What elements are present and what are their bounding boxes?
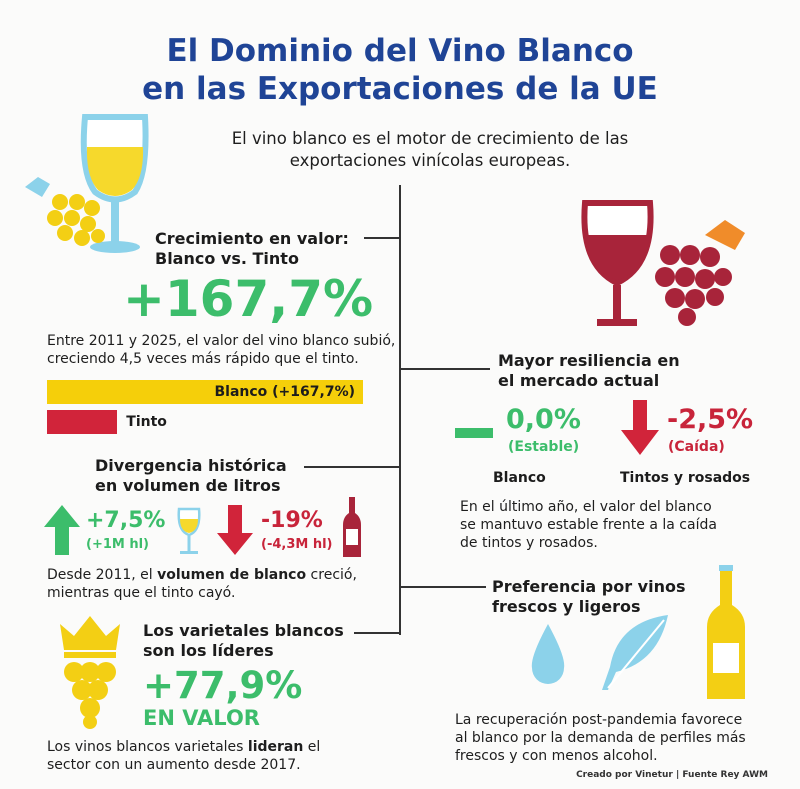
grapes-icon	[47, 194, 105, 246]
volume-red-value: -19%	[261, 508, 323, 533]
white-wine-glass-icon	[177, 507, 201, 554]
growth-heading-1: Crecimiento en valor:	[155, 229, 349, 248]
preference-heading-1: Preferencia por vinos	[492, 577, 686, 596]
connector-line	[304, 466, 400, 468]
white-wine-glass-icon	[25, 114, 149, 253]
feather-icon	[602, 615, 668, 690]
connector-line	[354, 632, 400, 634]
volume-white-sub: (+1M hl)	[86, 537, 149, 552]
bar-blanco: Blanco (+167,7%)	[47, 380, 363, 404]
connector-line	[400, 586, 486, 588]
water-drop-icon	[531, 624, 565, 684]
volume-red-sub: (-4,3M hl)	[261, 537, 333, 552]
varietals-value-label: EN VALOR	[143, 706, 260, 730]
stable-dash-icon	[455, 428, 493, 438]
red-wine-glass-icon	[581, 200, 745, 326]
center-divider	[399, 185, 401, 635]
arrow-down-icon	[217, 505, 253, 555]
preference-text-1: La recuperación post-pandemia favorece	[455, 712, 743, 728]
resilience-white-sub: (Estable)	[508, 439, 580, 455]
volume-text-1: Desde 2011, el volumen de blanco creció,	[47, 567, 357, 583]
credits: Creado por Vinetur | Fuente Rey AWM	[576, 770, 768, 780]
resilience-red-sub: (Caída)	[668, 439, 725, 455]
arrow-down-icon	[621, 400, 659, 455]
varietals-value: +77,9%	[143, 664, 303, 707]
growth-heading-2: Blanco vs. Tinto	[155, 249, 299, 268]
volume-text-2: mientras que el tinto cayó.	[47, 585, 236, 601]
varietals-text-1: Los vinos blancos varietales lideran el	[47, 739, 321, 755]
red-grapes-icon	[655, 245, 732, 326]
preference-text-3: frescos y con menos alcohol.	[455, 748, 658, 764]
connector-line	[400, 368, 490, 370]
resilience-text-1: En el último año, el valor del blanco	[460, 499, 712, 515]
bar-tinto-label: Tinto	[126, 414, 167, 430]
volume-heading-1: Divergencia histórica	[95, 456, 287, 475]
volume-white-value: +7,5%	[86, 508, 166, 533]
white-wine-bottle-icon	[707, 565, 745, 699]
varietals-text-2: sector con un aumento desde 2017.	[47, 757, 301, 773]
varietals-heading-1: Los varietales blancos	[143, 621, 344, 640]
bar-tinto	[47, 410, 118, 434]
growth-text-2: creciendo 4,5 veces más rápido que el ti…	[47, 351, 359, 367]
arrow-up-icon	[44, 505, 80, 555]
resilience-white-value: 0,0%	[506, 404, 581, 435]
red-wine-bottle-icon	[343, 497, 361, 557]
resilience-text-2: se mantuvo estable frente a la caída	[460, 517, 717, 533]
resilience-heading-2: el mercado actual	[498, 371, 660, 390]
connector-line	[364, 237, 400, 239]
growth-text-1: Entre 2011 y 2025, el valor del vino bla…	[47, 333, 396, 349]
bar-blanco-label: Blanco (+167,7%)	[214, 384, 355, 400]
subtitle-line-2: exportaciones vinícolas europeas.	[289, 151, 571, 170]
varietals-heading-2: son los líderes	[143, 641, 274, 660]
resilience-text-3: de tintos y rosados.	[460, 535, 598, 551]
volume-heading-2: en volumen de litros	[95, 476, 281, 495]
title-line-2: en las Exportaciones de la UE	[142, 71, 658, 107]
subtitle-line-1: El vino blanco es el motor de crecimient…	[231, 129, 629, 148]
preference-text-2: al blanco por la demanda de perfiles más	[455, 730, 746, 746]
preference-heading-2: frescos y ligeros	[492, 597, 641, 616]
resilience-red-label: Tintos y rosados	[620, 470, 751, 486]
crown-grapes-icon	[60, 616, 120, 729]
resilience-red-value: -2,5%	[667, 404, 754, 435]
resilience-white-label: Blanco	[493, 470, 546, 486]
title-line-1: El Dominio del Vino Blanco	[166, 33, 634, 69]
growth-value: +167,7%	[123, 270, 374, 328]
resilience-heading-1: Mayor resiliencia en	[498, 351, 680, 370]
